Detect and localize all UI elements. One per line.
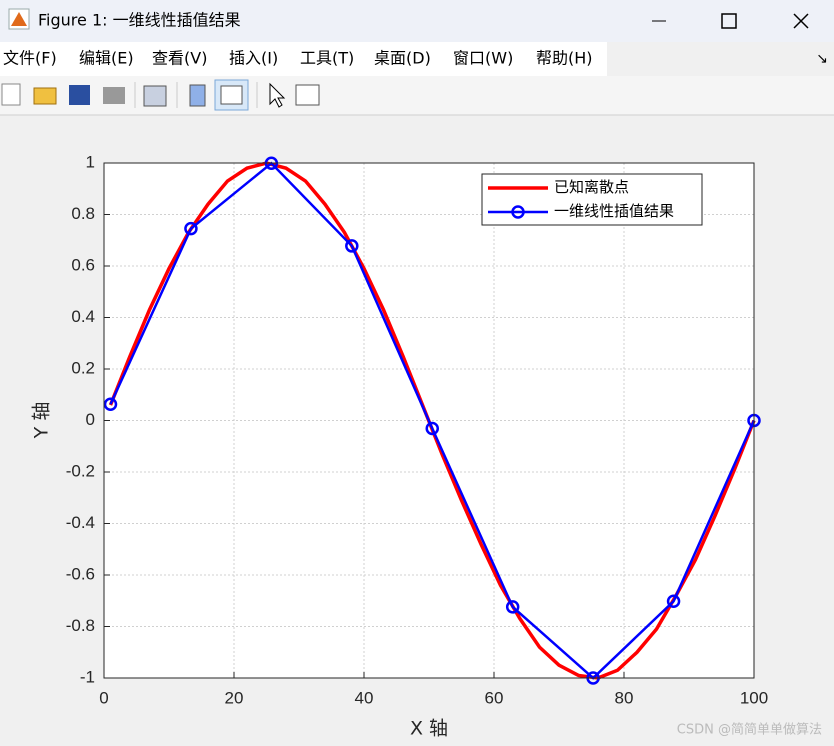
menu-item[interactable]: 文件(F): [3, 49, 57, 68]
menu-item[interactable]: 工具(T): [300, 49, 354, 68]
y-tick-label: -0.6: [66, 564, 95, 583]
toolbar: [0, 76, 834, 115]
marker: [425, 421, 439, 436]
open-icon[interactable]: [33, 87, 57, 105]
marker: [184, 221, 198, 236]
maximize-button[interactable]: [721, 13, 737, 29]
menu-item[interactable]: 编辑(E): [79, 49, 134, 68]
legend-label: 已知离散点: [554, 178, 629, 196]
new-icon[interactable]: [1, 83, 21, 106]
x-tick-label: 0: [99, 688, 108, 707]
menu-item[interactable]: 窗口(W): [453, 49, 513, 68]
marker: [666, 594, 681, 609]
x-axis-label: X 轴: [410, 718, 448, 740]
marker: [103, 397, 118, 412]
toolbar-icons: [1, 79, 320, 111]
marker: [505, 600, 520, 614]
marker: [345, 239, 359, 253]
y-tick-label: 0.8: [71, 204, 95, 223]
print-icon[interactable]: [103, 87, 125, 104]
legend-marker: [511, 205, 525, 219]
x-tick-label: 80: [615, 688, 634, 707]
legend-label: 一维线性插值结果: [554, 202, 674, 220]
x-tick-label: 20: [225, 688, 244, 707]
menu-item[interactable]: 插入(I): [229, 49, 278, 68]
y-tick-label: -0.8: [66, 616, 95, 635]
series-line: [109, 161, 756, 680]
y-axis-label: Y 轴: [31, 402, 53, 440]
x-tick-label: 40: [355, 688, 374, 707]
app-icon: [8, 8, 30, 30]
save-icon[interactable]: [69, 85, 90, 105]
y-tick-label: -0.4: [66, 513, 95, 532]
y-tick-label: 0.4: [71, 307, 95, 326]
x-tick-label: 100: [740, 688, 768, 707]
menu-bar: [0, 42, 607, 76]
x-tick-label: 60: [485, 688, 504, 707]
y-tick-label: 0: [86, 410, 95, 429]
property-icon[interactable]: [295, 84, 320, 106]
window-title: Figure 1: 一维线性插值结果: [38, 11, 241, 30]
title-bar: [0, 0, 834, 42]
menu-item[interactable]: 桌面(D): [374, 49, 431, 68]
menu-item[interactable]: 查看(V): [152, 49, 207, 68]
watermark: CSDN @简简单单做算法: [677, 722, 822, 738]
y-tick-label: -1: [80, 667, 95, 686]
close-button[interactable]: [793, 13, 809, 29]
pointer-icon[interactable]: [269, 82, 286, 108]
colorbar-icon[interactable]: [189, 84, 206, 107]
menu-arrow[interactable]: ↘: [816, 51, 828, 67]
link-icon[interactable]: [143, 85, 167, 107]
y-tick-label: -0.2: [66, 461, 95, 480]
menu-item[interactable]: 帮助(H): [536, 49, 593, 68]
y-tick-label: 0.2: [71, 358, 95, 377]
y-tick-label: 1: [86, 152, 95, 171]
y-tick-label: 0.6: [71, 255, 95, 274]
